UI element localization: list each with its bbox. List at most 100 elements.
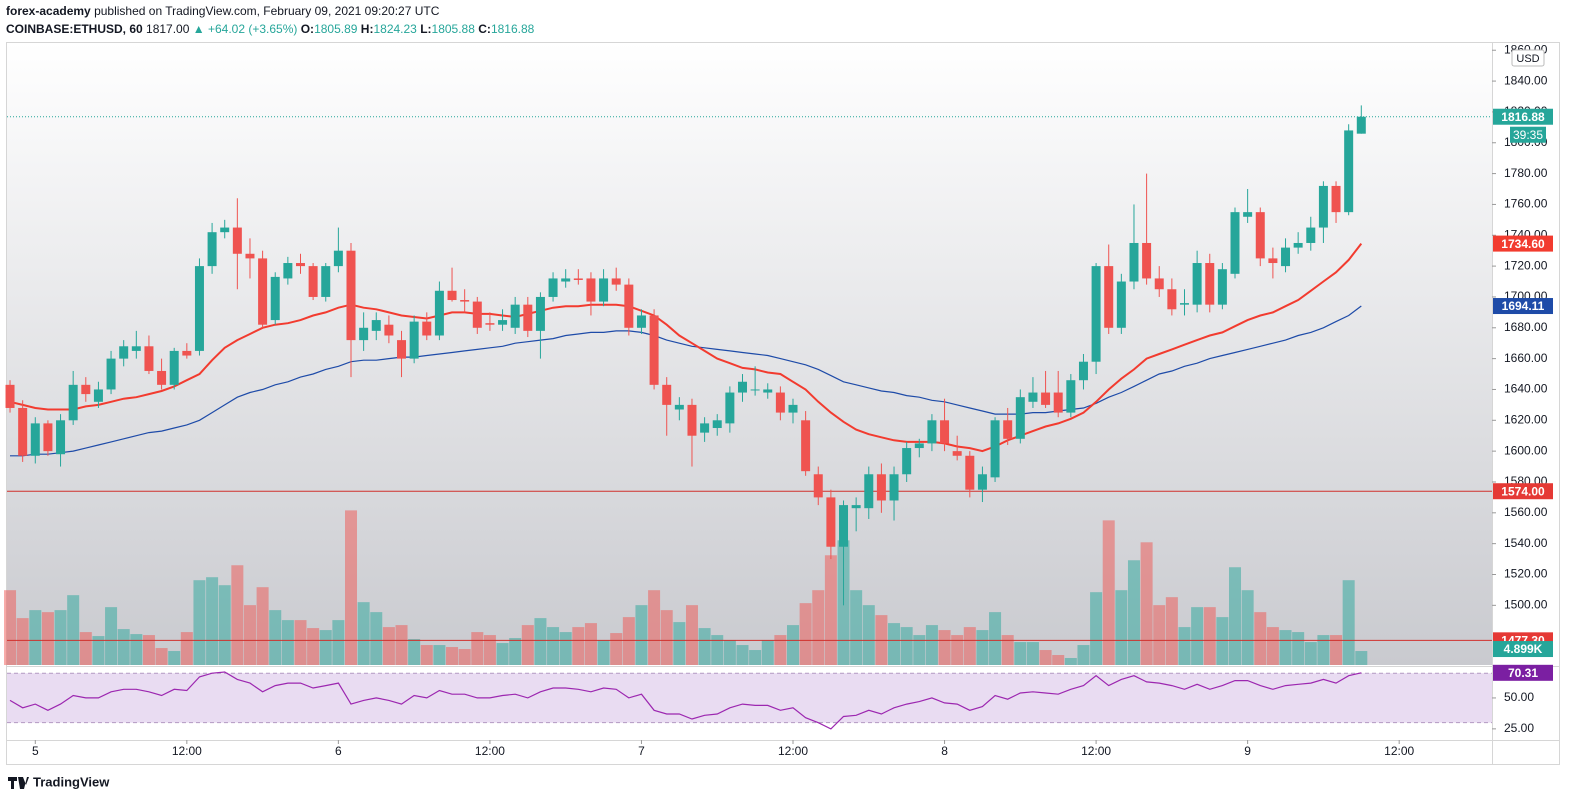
volume-bar <box>1165 597 1178 665</box>
volume-bar <box>1292 632 1305 665</box>
countdown: 39:35 <box>1513 128 1543 142</box>
volume-bar <box>1026 642 1039 665</box>
header: forex-academy published on TradingView.c… <box>6 4 906 38</box>
candle-body <box>700 423 710 433</box>
candle-body <box>1041 392 1051 405</box>
candle-body <box>1255 212 1265 259</box>
volume-bar <box>1304 642 1317 665</box>
candle-body <box>232 227 242 254</box>
published: published on TradingView.com, February 0… <box>94 4 440 18</box>
candle-body <box>169 350 179 385</box>
currency-box <box>1511 49 1545 67</box>
volume-bar <box>1266 627 1279 665</box>
volume-bar <box>787 625 800 665</box>
volume-bar <box>547 627 560 665</box>
candle-body <box>940 420 950 444</box>
volume-bar <box>1077 645 1090 665</box>
symbol: COINBASE:ETHUSD, 60 <box>6 22 143 36</box>
volume-bar <box>1039 650 1052 665</box>
candle-body <box>1116 281 1126 328</box>
volume-bar <box>471 632 484 665</box>
ma-slow-tag: 1694.11 <box>1502 299 1545 313</box>
volume-bar <box>117 629 130 665</box>
volume-bar <box>269 610 282 665</box>
volume-bar <box>1216 617 1229 665</box>
candle-body <box>1028 392 1038 402</box>
price-tags: 1816.8839:351734.601694.111574.001477.30… <box>1493 49 1553 681</box>
candle-body <box>144 346 154 371</box>
rsi-line <box>9 671 1362 730</box>
volume-bar <box>1001 635 1014 665</box>
volume-bar <box>622 617 635 665</box>
y-tick-label: 1780.00 <box>1504 166 1548 180</box>
candle-body <box>813 474 823 498</box>
candle-body <box>662 384 672 405</box>
volume-bar <box>294 620 307 665</box>
candle-body <box>535 296 545 331</box>
x-tick-label: 12:00 <box>1384 744 1414 758</box>
volume-bar <box>648 590 661 665</box>
candle-body <box>1230 212 1240 274</box>
symbol-line: COINBASE:ETHUSD, 60 1817.00 ▲ +64.02 (+3… <box>6 22 906 38</box>
volume-bar <box>913 635 926 665</box>
publish-line: forex-academy published on TradingView.c… <box>6 4 906 20</box>
candle-body <box>131 346 141 351</box>
o: 1805.89 <box>314 22 358 36</box>
candle-body <box>434 290 444 336</box>
candle-body <box>56 420 66 455</box>
l-label: L: <box>420 22 432 36</box>
candle-body <box>485 323 495 325</box>
candle-body <box>712 420 722 429</box>
volume-bar <box>231 565 244 665</box>
candle-body <box>788 404 798 413</box>
candle-body <box>775 392 785 413</box>
candle-body <box>1306 227 1316 243</box>
volume-bar <box>168 651 181 665</box>
candle-body <box>1356 116 1366 134</box>
volume-tag: 4.899K <box>1504 642 1543 656</box>
volume-bar <box>142 635 155 665</box>
volume-bar <box>1191 607 1204 665</box>
volume-bar <box>332 620 345 665</box>
rsi-tag: 70.31 <box>1508 666 1538 680</box>
volume-bar <box>307 628 320 665</box>
volume-bar <box>1355 651 1368 665</box>
candle-body <box>371 320 381 331</box>
x-tick-label: 9 <box>1244 744 1251 758</box>
candle-body <box>523 304 533 331</box>
candle-body <box>270 276 280 321</box>
volume-bar <box>723 640 736 665</box>
volume-bar <box>54 610 67 665</box>
candle-body <box>321 266 331 297</box>
candle-body <box>599 278 609 302</box>
volume-bar <box>509 638 522 665</box>
volume-bar <box>382 627 395 665</box>
x-tick-label: 12:00 <box>172 744 202 758</box>
h: 1824.23 <box>373 22 417 36</box>
volume-bar <box>1052 655 1065 665</box>
volume-bar <box>41 612 54 665</box>
volume-bar <box>989 612 1002 665</box>
volume-bar <box>610 633 623 665</box>
y-tick-label: 1640.00 <box>1504 382 1548 396</box>
candle-body <box>573 278 583 280</box>
ma-fast-tag: 1734.60 <box>1501 237 1545 251</box>
volume-bar <box>685 605 698 665</box>
candle-body <box>220 227 230 233</box>
candle-body <box>472 301 482 328</box>
candle-body <box>308 266 318 297</box>
volume-bar <box>521 625 534 665</box>
x-tick-label: 6 <box>335 744 342 758</box>
volume-bar <box>16 618 29 665</box>
x-tick-label: 12:00 <box>1081 744 1111 758</box>
brand-logo <box>8 777 29 789</box>
candle-body <box>283 263 293 279</box>
volume-bar <box>1317 635 1330 665</box>
y-tick-label: 1660.00 <box>1504 351 1548 365</box>
candle-body <box>119 346 129 359</box>
volume-bar <box>4 590 17 665</box>
volume-bar <box>597 640 610 665</box>
candle-body <box>1129 242 1139 282</box>
volume-bar <box>635 605 648 665</box>
